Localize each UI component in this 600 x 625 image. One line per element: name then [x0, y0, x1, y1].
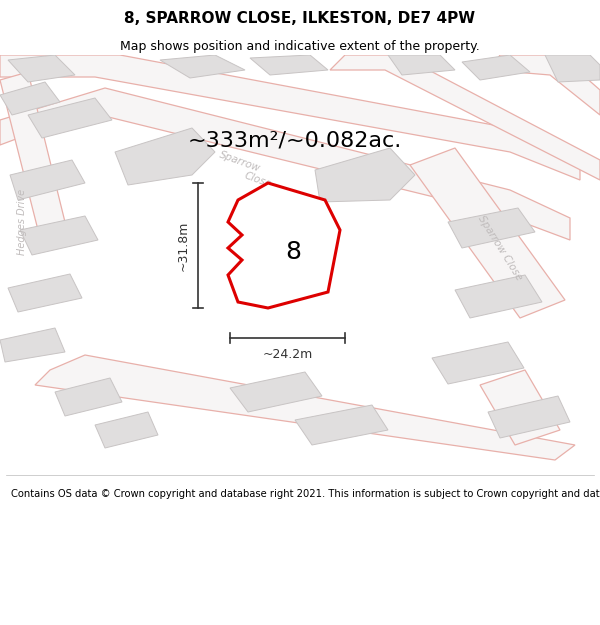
- Polygon shape: [545, 55, 600, 82]
- Text: Contains OS data © Crown copyright and database right 2021. This information is : Contains OS data © Crown copyright and d…: [11, 489, 600, 499]
- Polygon shape: [115, 128, 215, 185]
- Polygon shape: [0, 55, 580, 180]
- Text: Hedges Drive: Hedges Drive: [17, 189, 27, 255]
- Polygon shape: [432, 342, 524, 384]
- Polygon shape: [160, 55, 245, 78]
- Polygon shape: [28, 98, 112, 138]
- Text: Sparrow: Sparrow: [218, 150, 262, 174]
- Polygon shape: [330, 55, 600, 180]
- Text: 8: 8: [285, 240, 301, 264]
- Polygon shape: [488, 396, 570, 438]
- Polygon shape: [388, 55, 455, 75]
- Polygon shape: [462, 55, 530, 80]
- Polygon shape: [480, 370, 560, 445]
- Polygon shape: [455, 275, 542, 318]
- Text: 8, SPARROW CLOSE, ILKESTON, DE7 4PW: 8, SPARROW CLOSE, ILKESTON, DE7 4PW: [124, 11, 476, 26]
- Polygon shape: [95, 412, 158, 448]
- Polygon shape: [448, 208, 535, 248]
- Text: Map shows position and indicative extent of the property.: Map shows position and indicative extent…: [120, 39, 480, 52]
- Polygon shape: [228, 183, 340, 308]
- Polygon shape: [410, 148, 565, 318]
- Polygon shape: [20, 216, 98, 255]
- Text: ~31.8m: ~31.8m: [177, 220, 190, 271]
- Polygon shape: [295, 405, 388, 445]
- Polygon shape: [315, 148, 415, 202]
- Polygon shape: [55, 378, 122, 416]
- Polygon shape: [0, 82, 60, 115]
- Text: ~333m²/~0.082ac.: ~333m²/~0.082ac.: [188, 130, 402, 150]
- Polygon shape: [0, 328, 65, 362]
- Polygon shape: [8, 55, 75, 82]
- Text: Sparrow Close: Sparrow Close: [476, 214, 524, 282]
- Polygon shape: [8, 274, 82, 312]
- Polygon shape: [35, 355, 575, 460]
- Text: ~24.2m: ~24.2m: [262, 348, 313, 361]
- Polygon shape: [0, 88, 570, 240]
- Polygon shape: [10, 160, 85, 200]
- Polygon shape: [250, 55, 328, 75]
- Text: Close: Close: [243, 171, 273, 189]
- Polygon shape: [0, 72, 65, 230]
- Polygon shape: [490, 55, 600, 115]
- Polygon shape: [230, 372, 322, 412]
